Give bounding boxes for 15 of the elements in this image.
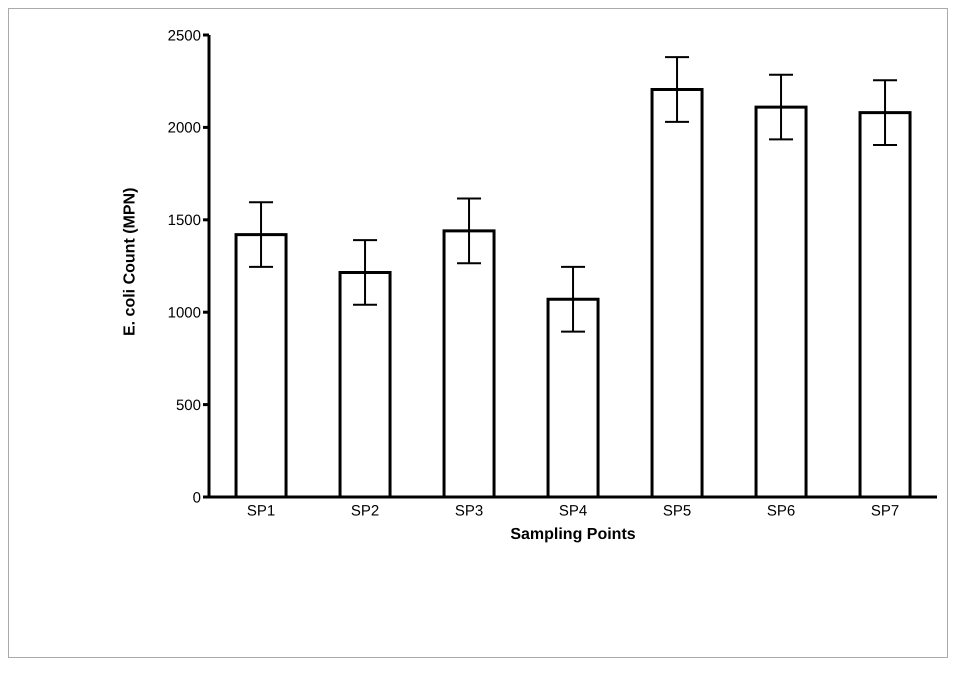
x-tick-label: SP4 [558, 502, 588, 520]
y-tick-label: 500 [176, 396, 201, 414]
x-axis-title: Sampling Points [510, 526, 636, 543]
y-tick-label: 1000 [168, 304, 201, 322]
x-tick-label: SP5 [662, 502, 692, 520]
x-tick-label: SP3 [454, 502, 484, 520]
x-tick-label: SP6 [766, 502, 796, 520]
x-tick-label: SP1 [246, 502, 276, 520]
y-axis-title: E. coli Count (MPN) [122, 188, 139, 336]
y-tick-label: 2000 [168, 120, 201, 137]
y-tick-label: 2500 [168, 27, 201, 44]
y-tick-label: 0 [192, 489, 201, 506]
x-tick-label: SP7 [870, 502, 900, 520]
y-tick-label: 1500 [168, 212, 201, 230]
x-tick-label: SP2 [350, 502, 380, 520]
